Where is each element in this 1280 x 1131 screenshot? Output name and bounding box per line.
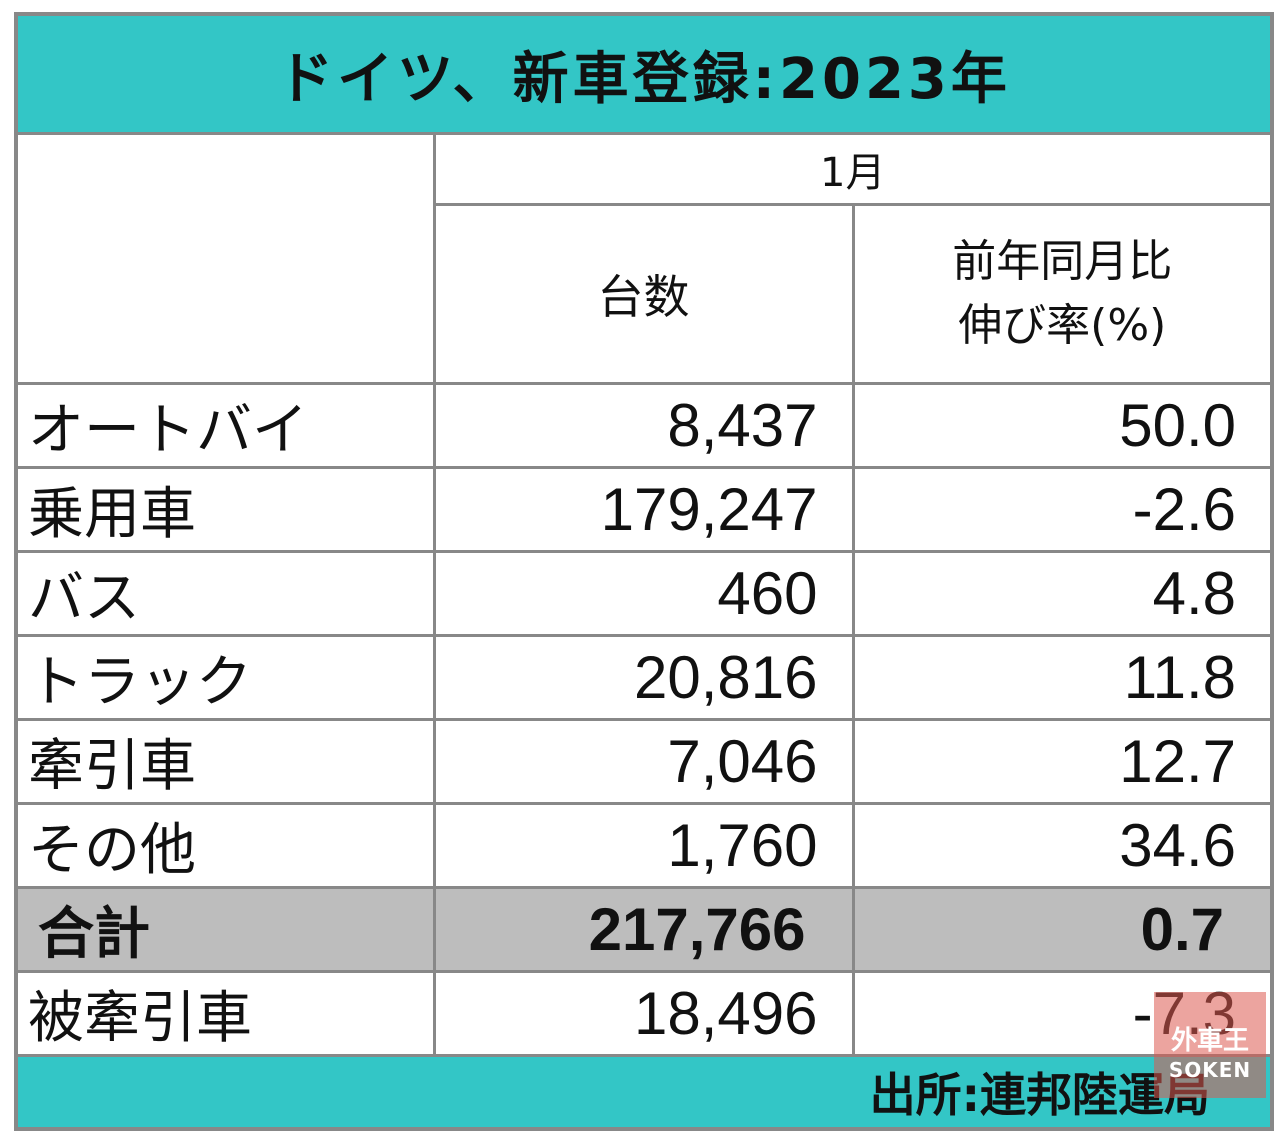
row-change: -2.6 <box>851 466 1274 553</box>
row-change: 34.6 <box>851 802 1274 889</box>
watermark-logo: 外車王 SOKEN <box>1154 992 1266 1098</box>
total-row: 合計 217,766 0.7 <box>14 886 1274 973</box>
row-change: 50.0 <box>851 382 1274 469</box>
change-header-line1: 前年同月比 <box>952 236 1173 287</box>
source-note: 出所:連邦陸運局 <box>14 1054 1274 1131</box>
row-label: その他 <box>14 802 436 889</box>
watermark-top-text: 外車王 <box>1170 1026 1249 1056</box>
table-row: その他 1,760 34.6 <box>14 802 1274 889</box>
row-units: 8,437 <box>432 382 855 469</box>
trailer-label: 被牽引車 <box>14 970 436 1057</box>
total-units: 217,766 <box>432 886 855 973</box>
total-change: 0.7 <box>851 886 1274 973</box>
units-column-header: 台数 <box>432 203 855 385</box>
row-change: 11.8 <box>851 634 1274 721</box>
table-row: オートバイ 8,437 50.0 <box>14 382 1274 469</box>
row-label: 牽引車 <box>14 718 436 805</box>
row-label: 乗用車 <box>14 466 436 553</box>
table-title: ドイツ、新車登録:2023年 <box>14 12 1274 135</box>
table-row: トラック 20,816 11.8 <box>14 634 1274 721</box>
registration-table: ドイツ、新車登録:2023年 1月 台数 前年同月比 伸び率(%) オートバイ … <box>14 12 1275 1131</box>
row-units: 7,046 <box>432 718 855 805</box>
row-label: トラック <box>14 634 436 721</box>
row-change: 4.8 <box>851 550 1274 637</box>
table-row: 乗用車 179,247 -2.6 <box>14 466 1274 553</box>
table-row: 牽引車 7,046 12.7 <box>14 718 1274 805</box>
row-units: 20,816 <box>432 634 855 721</box>
row-change: 12.7 <box>851 718 1274 805</box>
trailer-row: 被牽引車 18,496 -7.3 <box>14 970 1274 1057</box>
row-label: オートバイ <box>14 382 436 469</box>
change-header-line2: 伸び率(%) <box>958 300 1167 351</box>
watermark-bottom-text: SOKEN <box>1168 1058 1252 1082</box>
month-header: 1月 <box>432 132 1274 206</box>
change-column-header: 前年同月比 伸び率(%) <box>851 203 1274 385</box>
row-units: 179,247 <box>432 466 855 553</box>
row-units: 460 <box>432 550 855 637</box>
table-row: バス 460 4.8 <box>14 550 1274 637</box>
total-label: 合計 <box>14 886 436 973</box>
row-units: 1,760 <box>432 802 855 889</box>
trailer-units: 18,496 <box>432 970 855 1057</box>
empty-corner-cell <box>14 132 436 385</box>
row-label: バス <box>14 550 436 637</box>
